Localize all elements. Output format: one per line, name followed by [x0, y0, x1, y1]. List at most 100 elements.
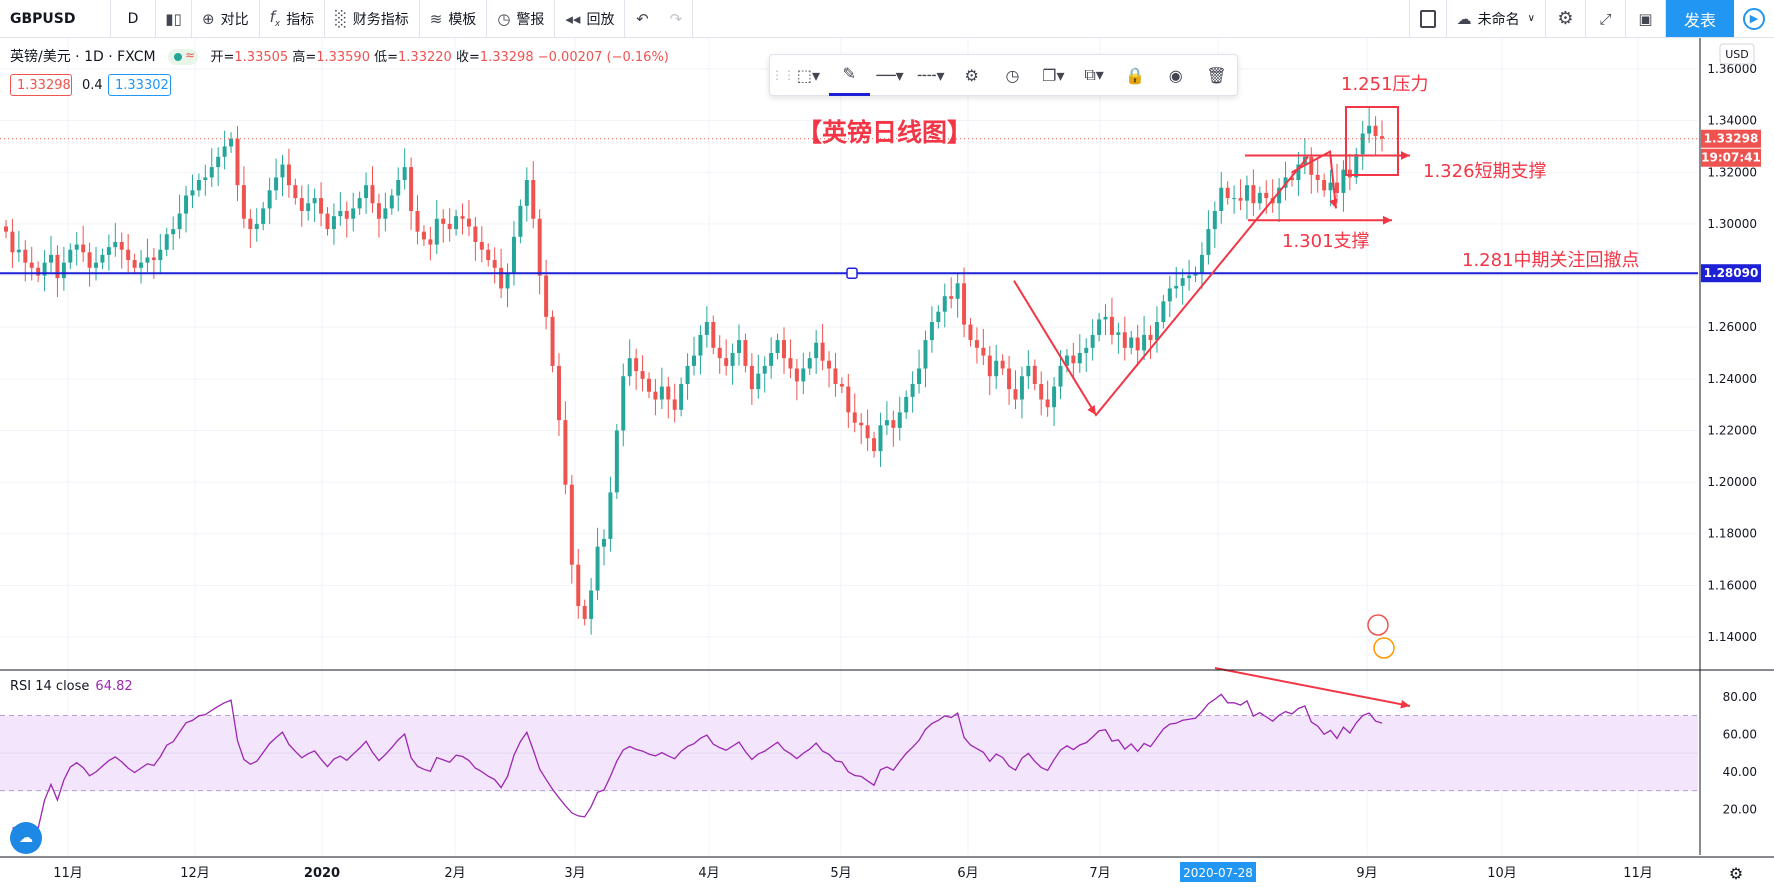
- alert-button[interactable]: ◷ 警报: [487, 0, 556, 37]
- candle-body: [164, 234, 169, 250]
- alert-add-button[interactable]: ◷: [992, 54, 1033, 96]
- lock-button[interactable]: 🔒: [1115, 54, 1156, 96]
- high-value: 1.33590: [316, 50, 370, 65]
- replay-button[interactable]: ◂◂ 回放: [555, 0, 626, 37]
- swing-polyline[interactable]: [1291, 150, 1337, 209]
- delete-button[interactable]: 🗑: [1196, 54, 1237, 96]
- candle-body: [621, 376, 626, 431]
- interval-button[interactable]: D: [111, 0, 156, 37]
- spread-box: 0.4: [76, 74, 106, 96]
- compare-button[interactable]: ⊕ 对比: [192, 0, 260, 37]
- visual-order-button[interactable]: ❐▾: [1033, 54, 1074, 96]
- layout-select-button[interactable]: [1408, 0, 1447, 37]
- candle-body: [1232, 198, 1237, 200]
- indicators-button[interactable]: fx 指标: [260, 0, 326, 37]
- candle-body: [344, 210, 349, 219]
- alarm-add-icon: ◷: [1005, 65, 1020, 85]
- candle-body: [1032, 365, 1037, 384]
- line-anchor-handle[interactable]: [846, 267, 858, 279]
- candle-body: [1289, 177, 1294, 181]
- publish-button[interactable]: 发表: [1666, 0, 1734, 37]
- drawing-toolbar: ⋮⋮ ⬚▾ ✎ ──▾ ╌╌▾ ⚙ ◷ ❐▾ ⧉▾ 🔒 ◉ 🗑: [769, 54, 1238, 96]
- candle-body: [949, 296, 954, 299]
- candle-body: [229, 138, 234, 147]
- candle-body: [987, 355, 992, 377]
- candle-body: [936, 311, 941, 323]
- chevron-down-icon: ∨: [1527, 13, 1535, 24]
- candle-body: [666, 386, 671, 400]
- candle-body: [203, 177, 208, 181]
- candle-body: [827, 360, 832, 369]
- candle-body: [466, 218, 471, 227]
- candle-body: [518, 205, 523, 237]
- rsi-divergence-line[interactable]: [1214, 667, 1411, 707]
- snapshot-button[interactable]: ▣: [1626, 0, 1666, 37]
- sell-price-box[interactable]: 1.33298: [10, 74, 72, 96]
- time-tick-label: 11月: [1623, 866, 1653, 881]
- candle-body: [441, 218, 446, 224]
- copy-icon: ⧉▾: [1084, 65, 1104, 84]
- buy-price-box[interactable]: 1.33302: [108, 74, 171, 96]
- template-dropdown-button[interactable]: ⬚▾: [788, 54, 829, 96]
- price-tick-label: 1.16000: [1707, 578, 1757, 592]
- candle-body: [274, 177, 279, 191]
- candle-body: [550, 316, 555, 366]
- layout-name-label: 未命名: [1477, 11, 1520, 28]
- visibility-button[interactable]: ◉: [1155, 54, 1196, 96]
- candle-body: [460, 216, 465, 219]
- line-color-button[interactable]: ✎: [828, 54, 870, 96]
- fullscreen-button[interactable]: ⤢: [1586, 0, 1626, 37]
- candle-body: [884, 420, 889, 426]
- compare-label: 对比: [220, 11, 249, 28]
- tradingview-logo-icon[interactable]: ☁: [10, 822, 42, 854]
- candle-body: [74, 244, 79, 250]
- candles-icon: ▮▯: [165, 9, 182, 28]
- templates-button[interactable]: ≋ 模板: [420, 0, 488, 37]
- drag-handle-icon[interactable]: ⋮⋮: [771, 68, 795, 82]
- high-label: 高=: [292, 50, 317, 65]
- candle-body: [955, 283, 960, 299]
- low-label: 低=: [374, 50, 399, 65]
- line-style-button[interactable]: ╌╌▾: [910, 54, 951, 96]
- candle-body: [389, 195, 394, 209]
- candle-body: [1277, 187, 1282, 204]
- drawing-settings-button[interactable]: ⚙: [951, 54, 992, 96]
- line-width-button[interactable]: ──▾: [870, 54, 911, 96]
- chart-type-button[interactable]: ▮▯: [156, 0, 192, 37]
- symbol-search-button[interactable]: GBPUSD: [0, 0, 111, 37]
- annotation-resistance: 1.251压力: [1341, 74, 1429, 95]
- replay-play-button[interactable]: ▶: [1734, 0, 1774, 37]
- redo-button[interactable]: ↷: [659, 0, 694, 37]
- candle-body: [351, 208, 356, 219]
- market-status-icon[interactable]: ≈: [168, 48, 199, 65]
- candle-body: [974, 340, 979, 348]
- undo-button[interactable]: ↶: [625, 0, 659, 37]
- candle-body: [151, 257, 156, 261]
- price-tick-label: 1.20000: [1707, 475, 1757, 489]
- candle-body: [222, 146, 227, 157]
- candle-body: [1238, 198, 1243, 201]
- candle-body: [769, 353, 774, 366]
- candle-body: [1142, 334, 1147, 351]
- resistance-box[interactable]: [1345, 106, 1399, 176]
- candle-body: [1148, 334, 1153, 341]
- financials-button[interactable]: ░ 财务指标: [325, 0, 420, 37]
- candle-body: [364, 185, 369, 199]
- expand-icon: ⤢: [1599, 9, 1612, 28]
- candle-body: [1109, 316, 1114, 335]
- candle-body: [376, 203, 381, 219]
- annotation-short-support: 1.326短期支撑: [1423, 161, 1547, 182]
- settings-button[interactable]: ⚙: [1546, 0, 1586, 37]
- alarm-clock-icon: ◷: [497, 9, 511, 28]
- publish-label: 发表: [1683, 10, 1716, 30]
- trend-polyline[interactable]: [1013, 156, 1309, 417]
- candle-body: [1161, 301, 1166, 323]
- price-tick-label: 1.24000: [1707, 372, 1757, 386]
- event-flag-icon[interactable]: [1367, 614, 1389, 636]
- candle-body: [1380, 136, 1384, 139]
- event-flag-icon[interactable]: [1373, 637, 1395, 659]
- currency-box[interactable]: [1719, 43, 1755, 65]
- layout-name-button[interactable]: ☁ 未命名 ∨: [1447, 0, 1546, 37]
- clone-button[interactable]: ⧉▾: [1074, 54, 1115, 96]
